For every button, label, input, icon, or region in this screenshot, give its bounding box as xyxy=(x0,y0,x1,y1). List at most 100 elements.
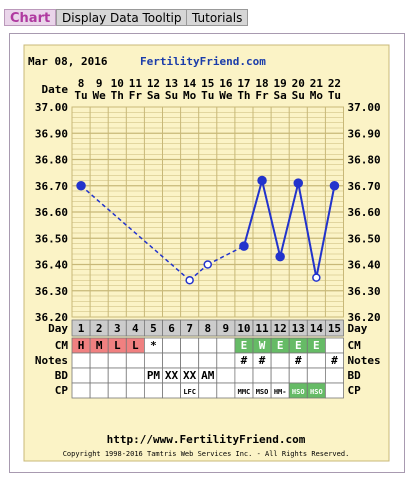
cp-cell: HM- xyxy=(274,388,287,396)
y-tick-label-left: 36.60 xyxy=(35,206,68,219)
temp-point xyxy=(257,175,267,186)
y-tick-label-left: 36.50 xyxy=(35,232,68,245)
cp-cell: MSO xyxy=(256,388,269,396)
cp-cell: HSO xyxy=(292,388,305,396)
cm-cell-bg xyxy=(216,337,236,354)
day-cell: 9 xyxy=(223,322,230,335)
date-label: 12 xyxy=(147,77,160,90)
bd-cell-bg xyxy=(71,367,91,384)
weekday-label: Th xyxy=(111,89,124,102)
day-cell: 15 xyxy=(328,322,341,335)
y-tick-label-right: 37.00 xyxy=(348,101,381,114)
y-tick-label-right: 36.70 xyxy=(348,180,381,193)
cp-row-label-left: CP xyxy=(55,384,69,397)
temp-line-solid xyxy=(279,182,300,257)
day-cell: 10 xyxy=(237,322,250,335)
y-tick-label-right: 36.20 xyxy=(348,311,381,324)
day-cell-bg xyxy=(324,319,344,337)
cm-cell: L xyxy=(114,339,121,352)
bd-cell-bg xyxy=(125,367,145,384)
bd-cell-bg xyxy=(89,367,109,384)
day-row-label-right: Day xyxy=(348,322,368,335)
weekday-label: We xyxy=(219,89,233,102)
y-tick-label-right: 36.50 xyxy=(348,232,381,245)
chart-site-label: FertilityFriend.com xyxy=(140,55,266,68)
cp-cell-bg xyxy=(125,382,145,399)
bd-cell-bg xyxy=(288,367,308,384)
bd-cell-bg xyxy=(107,367,127,384)
notes-cell-bg xyxy=(270,352,290,369)
y-tick-label-right: 36.60 xyxy=(348,206,381,219)
y-tick-label-right: 36.80 xyxy=(348,154,381,167)
tab-chart[interactable]: Chart xyxy=(4,9,57,26)
cp-cell-bg xyxy=(143,382,163,399)
day-cell: 12 xyxy=(274,322,287,335)
date-label: 14 xyxy=(183,77,197,90)
weekday-label: Fr xyxy=(255,89,269,102)
notes-cell-bg xyxy=(143,352,163,369)
day-cell: 11 xyxy=(255,322,269,335)
tab-tutorials[interactable]: Tutorials xyxy=(186,9,249,26)
footer-url: http://www.FertilityFriend.com xyxy=(107,433,306,446)
day-cell: 3 xyxy=(114,322,121,335)
notes-cell-bg xyxy=(198,352,218,369)
notes-cell: # xyxy=(295,354,302,367)
temp-point xyxy=(275,251,285,262)
temp-line-solid xyxy=(297,182,318,278)
y-tick-label-left: 36.80 xyxy=(35,154,68,167)
day-cell: 7 xyxy=(186,322,193,335)
notes-cell-bg xyxy=(216,352,236,369)
notes-cell-bg xyxy=(180,352,200,369)
bd-cell-bg xyxy=(252,367,272,384)
bd-row-label-right: BD xyxy=(348,369,362,382)
cm-cell: M xyxy=(96,339,103,352)
cp-cell-bg xyxy=(198,382,218,399)
date-label: 21 xyxy=(310,77,324,90)
y-tick-label-left: 36.30 xyxy=(35,285,68,298)
date-label: 10 xyxy=(111,77,124,90)
temp-point xyxy=(312,273,321,282)
weekday-label: Tu xyxy=(201,89,214,102)
bd-cell-bg xyxy=(324,367,344,384)
cp-cell-bg xyxy=(162,382,182,399)
weekday-label: Th xyxy=(237,89,250,102)
cp-cell: HSO xyxy=(310,388,323,396)
notes-row-label-right: Notes xyxy=(348,354,381,367)
weekday-label: Fr xyxy=(129,89,143,102)
tab-display-data-tooltip[interactable]: Display Data Tooltip xyxy=(56,9,188,26)
temp-point xyxy=(239,241,249,251)
cm-cell: E xyxy=(241,339,248,352)
date-label: 13 xyxy=(165,77,178,90)
weekday-label: We xyxy=(93,89,107,102)
notes-cell-bg xyxy=(89,352,109,369)
bd-cell-bg xyxy=(216,367,236,384)
temp-line-solid xyxy=(315,185,336,278)
cp-cell-bg xyxy=(107,382,127,399)
weekday-label: Su xyxy=(165,89,178,102)
day-cell: 14 xyxy=(310,322,324,335)
cm-cell-bg xyxy=(198,337,218,354)
temp-line-dashed xyxy=(80,185,191,281)
day-cell: 1 xyxy=(78,322,85,335)
y-tick-label-left: 36.40 xyxy=(35,259,68,272)
y-tick-label-left: 36.70 xyxy=(35,180,68,193)
cp-cell: LFC xyxy=(183,388,196,396)
cm-cell-bg xyxy=(180,337,200,354)
date-label: 17 xyxy=(237,77,250,90)
notes-cell: # xyxy=(259,354,266,367)
weekday-label: Mo xyxy=(310,89,324,102)
day-cell: 5 xyxy=(150,322,157,335)
day-cell: 4 xyxy=(132,322,139,335)
temp-point xyxy=(329,181,340,191)
cm-row-label-left: CM xyxy=(55,339,69,352)
weekday-label: Tu xyxy=(328,89,341,102)
weekday-label: Sa xyxy=(147,89,160,102)
cm-cell: E xyxy=(295,339,302,352)
cm-cell-bg xyxy=(324,337,344,354)
temp-point xyxy=(76,181,86,191)
cm-cell: W xyxy=(259,339,266,352)
bd-cell: AM xyxy=(201,369,215,382)
footer-copyright: Copyright 1998-2016 Tamtris Web Services… xyxy=(63,450,350,458)
date-label: 19 xyxy=(274,77,287,90)
cm-cell: E xyxy=(313,339,320,352)
